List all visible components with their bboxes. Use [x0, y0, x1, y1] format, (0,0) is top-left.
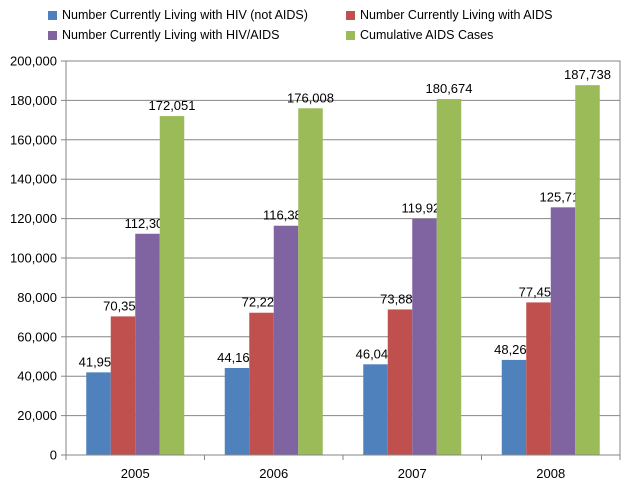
data-label: 119,929: [401, 201, 447, 216]
legend-swatch-aids: [346, 10, 355, 20]
legend-label-cumulative-aids: Cumulative AIDS Cases: [360, 28, 494, 42]
data-label: 46,040: [356, 346, 396, 361]
y-tick-label: 120,000: [10, 211, 57, 226]
x-tick-label: 2005: [121, 466, 150, 481]
legend-label-hiv-not-aids: Number Currently Living with HIV (not AI…: [62, 8, 308, 22]
legend-swatch-cumulative-aids: [346, 30, 355, 40]
legend-item-hiv-not-aids: Number Currently Living with HIV (not AI…: [48, 8, 308, 22]
legend-swatch-hiv-aids: [48, 30, 57, 40]
legend-item-aids: Number Currently Living with AIDS: [346, 8, 552, 22]
y-tick-label: 140,000: [10, 172, 57, 187]
data-label: 41,955: [79, 354, 119, 369]
y-tick-label: 180,000: [10, 93, 57, 108]
data-label: 172,051: [149, 98, 196, 113]
bar: [363, 364, 388, 455]
legend-label-aids: Number Currently Living with AIDS: [360, 8, 553, 22]
y-tick-label: 20,000: [17, 408, 57, 423]
data-label: 116,384: [263, 208, 309, 223]
bar: [249, 312, 274, 455]
legend-item-hiv-aids: Number Currently Living with HIV/AIDS: [48, 28, 279, 42]
bar: [86, 372, 111, 455]
y-tick-label: 200,000: [10, 54, 57, 69]
data-label: 176,008: [287, 90, 334, 105]
x-tick-label: 2007: [398, 466, 427, 481]
bar: [298, 108, 323, 456]
bar: [412, 218, 437, 455]
legend-item-cumulative-aids: Cumulative AIDS Cases: [346, 28, 493, 42]
x-tick-label: 2006: [259, 466, 288, 481]
data-label: 70,353: [103, 298, 143, 313]
bar: [501, 359, 527, 455]
data-label: 73,889: [380, 291, 420, 306]
y-tick-label: 0: [50, 448, 57, 463]
y-tick-label: 100,000: [10, 251, 57, 266]
bar: [110, 316, 136, 455]
data-label: 77,452: [519, 284, 559, 299]
legend-swatch-hiv-not-aids: [48, 10, 57, 20]
data-label: 44,164: [217, 350, 257, 365]
bar: [436, 99, 462, 456]
y-tick-label: 80,000: [17, 290, 57, 305]
bar: [387, 309, 413, 455]
bar: [135, 233, 160, 455]
data-label: 187,738: [564, 67, 611, 82]
bar: [550, 207, 576, 455]
data-label: 112,308: [124, 216, 170, 231]
legend: Number Currently Living with HIV (not AI…: [0, 0, 630, 48]
data-label: 72,220: [242, 295, 282, 310]
bar: [224, 367, 250, 455]
bar: [273, 225, 299, 455]
data-label: 48,266: [494, 342, 534, 357]
data-label: 125,718: [540, 189, 587, 204]
bar: [575, 85, 600, 456]
y-tick-label: 40,000: [17, 369, 57, 384]
bar: [526, 302, 551, 455]
bar: [159, 116, 185, 455]
y-tick-label: 60,000: [17, 329, 57, 344]
x-tick-label: 2008: [536, 466, 565, 481]
data-label: 180,674: [426, 81, 473, 96]
y-tick-label: 160,000: [10, 132, 57, 147]
legend-label-hiv-aids: Number Currently Living with HIV/AIDS: [62, 28, 280, 42]
